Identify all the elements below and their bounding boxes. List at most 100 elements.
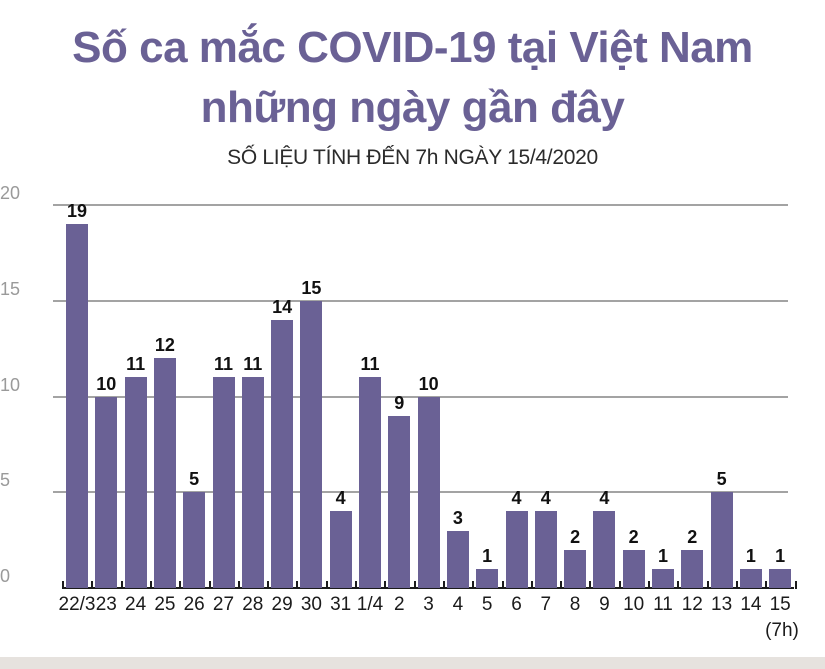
x-tick-label: 27 xyxy=(212,594,235,615)
y-tick-label: 15 xyxy=(0,278,21,299)
bar-value-label: 1 xyxy=(745,545,756,566)
x-tick-mark xyxy=(560,581,563,589)
x-tick-label: 31 xyxy=(330,594,352,615)
x-tick-label: 6 xyxy=(511,594,522,615)
bar-value-label: 1 xyxy=(657,545,668,566)
bar xyxy=(476,568,499,588)
x-tick-mark xyxy=(706,581,709,589)
x-tick-label: 29 xyxy=(271,594,293,615)
chart-title-line-1: Số ca mắc COVID-19 tại Việt Nam xyxy=(72,23,753,72)
x-tick-label: 5 xyxy=(481,594,493,615)
x-tick-mark xyxy=(413,581,416,589)
bar-value-label: 10 xyxy=(96,373,117,394)
x-tick-mark xyxy=(237,581,240,589)
bar xyxy=(417,396,440,588)
y-tick-label: 20 xyxy=(0,183,21,203)
bar-value-label: 4 xyxy=(335,488,346,509)
bar xyxy=(652,568,674,588)
x-tick-mark xyxy=(120,581,123,589)
x-tick-label: 7 xyxy=(540,594,552,615)
bar-value-label: 2 xyxy=(687,526,698,547)
x-tick-mark xyxy=(589,581,592,589)
x-tick-label: 13 xyxy=(711,594,733,615)
x-tick-label: 12 xyxy=(681,594,703,615)
x-tick-mark xyxy=(794,581,797,589)
bar-value-label: 11 xyxy=(360,354,380,375)
x-tick-mark xyxy=(62,581,64,589)
x-tick-mark xyxy=(384,581,387,589)
x-tick-mark xyxy=(677,581,680,589)
x-tick-mark xyxy=(648,581,650,589)
bar-value-label: 3 xyxy=(452,507,463,528)
bar xyxy=(212,377,235,588)
x-tick-label: 9 xyxy=(599,594,610,615)
gridline xyxy=(53,299,788,302)
x-tick-label: 2 xyxy=(394,594,405,615)
bar xyxy=(534,511,557,588)
bar-value-label: 4 xyxy=(599,488,610,509)
chart-title-line-2: những ngày gần đây xyxy=(200,83,625,132)
chart-subtitle: SỐ LIỆU TÍNH ĐẾN 7h NGÀY 15/4/2020 xyxy=(227,146,598,169)
x-tick-mark xyxy=(442,581,445,589)
bar-value-label: 12 xyxy=(154,335,175,356)
bar-value-label: 4 xyxy=(540,488,551,509)
bar xyxy=(66,224,88,588)
bar xyxy=(300,300,323,588)
y-tick-label: 5 xyxy=(0,470,11,491)
bar xyxy=(329,511,352,588)
bar-value-label: 9 xyxy=(394,392,405,413)
x-tick-mark xyxy=(735,581,738,589)
x-tick-mark xyxy=(325,581,328,589)
bar xyxy=(95,396,118,588)
x-tick-mark xyxy=(179,581,182,589)
x-tick-mark xyxy=(208,581,211,589)
x-tick-label: 15 xyxy=(769,594,791,615)
bar xyxy=(564,549,587,588)
bar-value-label: 11 xyxy=(126,354,146,375)
bar-value-label: 11 xyxy=(243,354,263,375)
x-tick-label: 25 xyxy=(154,594,176,615)
bar xyxy=(183,492,206,588)
x-tick-mark xyxy=(501,581,504,589)
bar xyxy=(739,568,762,588)
bar xyxy=(124,377,147,588)
bar xyxy=(505,511,528,588)
bar xyxy=(388,415,411,588)
x-tick-mark xyxy=(530,581,533,589)
x-tick-note: (7h) xyxy=(765,620,799,641)
footer-band xyxy=(0,657,825,669)
bar-value-label: 1 xyxy=(482,545,493,566)
bar xyxy=(769,568,792,588)
x-tick-label: 10 xyxy=(623,594,645,615)
x-tick-mark xyxy=(91,581,94,589)
x-tick-mark xyxy=(149,581,152,589)
y-tick-label: 10 xyxy=(0,374,21,395)
x-tick-label: 14 xyxy=(740,594,762,615)
x-tick-label: 24 xyxy=(125,594,147,615)
bar-value-label: 10 xyxy=(418,373,439,394)
x-tick-mark xyxy=(618,581,621,589)
bar-value-label: 5 xyxy=(716,469,727,490)
x-tick-label: 28 xyxy=(242,594,264,615)
bar-value-label: 19 xyxy=(66,201,88,222)
bar xyxy=(241,377,264,588)
x-tick-mark xyxy=(267,581,270,589)
x-tick-label: 8 xyxy=(569,594,581,615)
x-tick-mark xyxy=(472,581,475,589)
x-tick-label: 26 xyxy=(183,594,205,615)
x-tick-label: 1/4 xyxy=(356,594,384,615)
x-axis-line xyxy=(62,587,794,589)
x-tick-label: 22/3 xyxy=(58,594,96,615)
bar xyxy=(359,377,381,588)
x-tick-mark xyxy=(765,581,768,589)
x-tick-label: 30 xyxy=(300,594,322,615)
x-tick-mark xyxy=(355,581,357,589)
bar-value-label: 1 xyxy=(775,545,786,566)
bar xyxy=(271,319,294,588)
gridline xyxy=(53,204,788,206)
x-tick-label: 3 xyxy=(423,594,434,615)
bar-value-label: 14 xyxy=(272,296,293,317)
bar xyxy=(153,358,176,588)
x-tick-label: 23 xyxy=(95,594,117,615)
